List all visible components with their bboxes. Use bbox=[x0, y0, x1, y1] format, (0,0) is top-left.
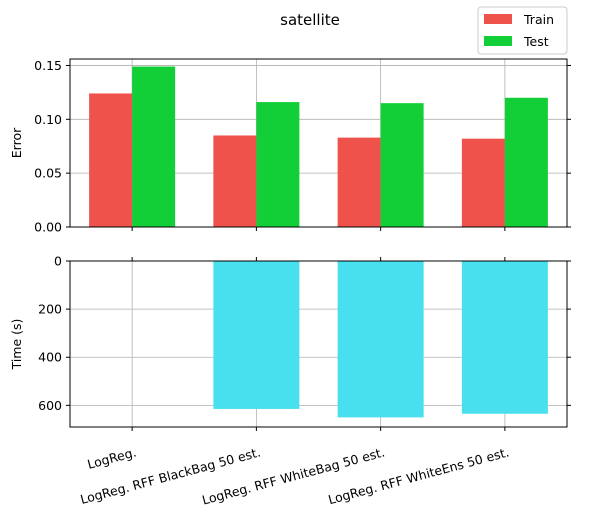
bar bbox=[213, 261, 300, 409]
bar bbox=[461, 138, 505, 227]
bar bbox=[337, 137, 381, 227]
legend-label: Train bbox=[523, 12, 554, 27]
y-tick-label: 400 bbox=[38, 350, 62, 365]
chart-title: satellite bbox=[280, 11, 340, 29]
legend-label: Test bbox=[523, 34, 549, 49]
bar bbox=[213, 135, 257, 227]
category-labels: LogReg.LogReg. RFF BlackBag 50 est.LogRe… bbox=[79, 444, 511, 507]
y-tick-label: 0 bbox=[54, 254, 62, 269]
bar bbox=[337, 261, 424, 418]
bar bbox=[461, 261, 548, 414]
time-panel: 0 200 400 600 Time (s) bbox=[9, 254, 571, 431]
axes-frame bbox=[69, 58, 568, 228]
error-panel: 0.00 0.05 0.10 0.15 Error bbox=[9, 58, 571, 235]
y-axis-label: Error bbox=[9, 127, 24, 158]
legend-swatch bbox=[484, 36, 512, 46]
x-tick-label: LogReg. bbox=[86, 444, 138, 471]
bar bbox=[132, 66, 176, 228]
axes-frame bbox=[69, 260, 568, 428]
y-tick-label: 0.05 bbox=[34, 166, 62, 181]
y-tick-label: 0.00 bbox=[34, 220, 62, 235]
y-tick-label: 200 bbox=[38, 302, 62, 317]
bar bbox=[89, 93, 133, 227]
legend: Train Test bbox=[477, 6, 568, 55]
y-tick-label: 600 bbox=[38, 398, 62, 413]
legend-swatch bbox=[484, 14, 512, 24]
y-tick-label: 0.10 bbox=[34, 112, 62, 127]
bar bbox=[256, 102, 300, 227]
bar bbox=[380, 103, 424, 227]
bar bbox=[504, 97, 548, 228]
y-tick-label: 0.15 bbox=[34, 58, 62, 73]
y-axis-label: Time (s) bbox=[9, 319, 24, 371]
